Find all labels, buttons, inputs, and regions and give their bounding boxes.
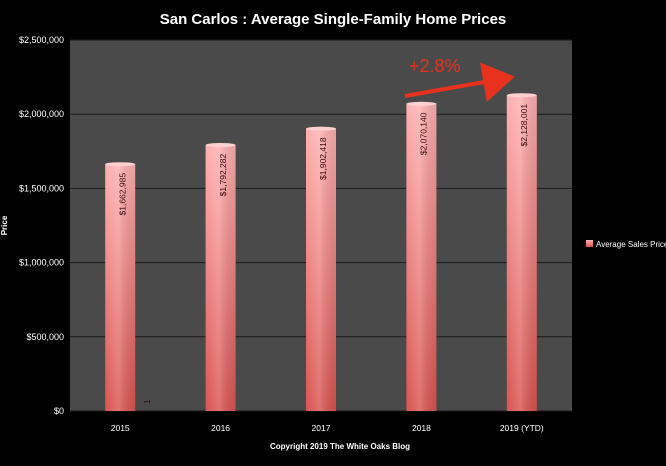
bar-cap	[105, 162, 136, 167]
y-tick-label: $500,000	[26, 332, 64, 342]
x-tick-label: 2018	[412, 423, 431, 433]
bar-highlight	[306, 128, 336, 412]
bar-highlight	[406, 103, 437, 411]
bar-value-label: $1,662,985	[117, 173, 127, 216]
y-axis-title: Price	[0, 215, 9, 235]
chart-footer: Copyright 2019 The White Oaks Blog	[270, 442, 410, 451]
bars: $1,662,985 $1,792,282 $1,902,418 $2,070,140…	[105, 93, 537, 412]
legend-swatch	[586, 240, 593, 247]
chart-title: San Carlos : Average Single-Family Home …	[160, 11, 507, 28]
bar-highlight	[205, 145, 236, 412]
bar-highlight	[105, 164, 136, 411]
bar-value-label: $2,128,001	[519, 104, 529, 147]
bar-value-label: $2,070,140	[419, 112, 429, 155]
y-axis-ticks: $0 $500,000 $1,000,000 $1,500,000 $2,000,000…	[19, 35, 64, 416]
bar-cap	[506, 93, 537, 98]
growth-arrow	[404, 62, 515, 102]
y-tick-label: $1,500,000	[19, 183, 64, 193]
bar-cap	[205, 143, 236, 148]
x-axis-ticks: 2015 2016 2017 2018 2019 (YTD)	[111, 423, 544, 433]
growth-annotation-text: +2.8%	[409, 56, 461, 76]
legend-label: Average Sales Price	[596, 240, 666, 249]
bar-cap	[406, 101, 437, 106]
bar-value-label: $1,902,418	[318, 137, 328, 180]
growth-annotation: +2.8%	[404, 56, 515, 102]
y-tick-label: $0	[54, 406, 64, 416]
bar-value-label: $1,792,282	[218, 153, 228, 196]
bar-highlight	[506, 95, 537, 411]
stray-label: 1	[142, 399, 152, 404]
y-tick-label: $1,000,000	[19, 258, 64, 268]
bar-cap	[306, 126, 336, 131]
x-tick-label: 2016	[211, 423, 230, 433]
x-tick-label: 2015	[111, 423, 130, 433]
x-tick-label: 2017	[312, 423, 331, 433]
x-tick-label: 2019 (YTD)	[500, 423, 544, 433]
legend: Average Sales Price	[586, 240, 666, 249]
y-tick-label: $2,000,000	[19, 109, 64, 119]
y-tick-label: $2,500,000	[19, 35, 64, 45]
